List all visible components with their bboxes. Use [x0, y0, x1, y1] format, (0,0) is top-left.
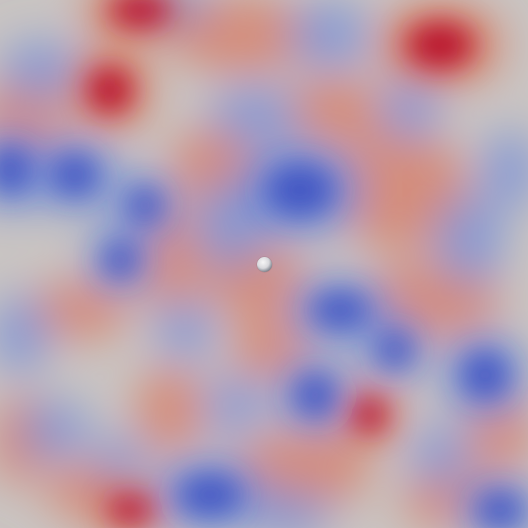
cool-core: [179, 475, 241, 515]
sphere-icon[interactable]: [257, 257, 272, 272]
cool-region: [410, 425, 470, 485]
cool-core: [128, 188, 162, 222]
cool-core: [295, 375, 335, 415]
warm-region: [170, 0, 310, 75]
cool-core: [463, 353, 507, 397]
cool-region: [380, 80, 440, 140]
cool-region: [155, 300, 215, 360]
cool-core: [0, 148, 30, 192]
cool-region: [435, 195, 505, 285]
cool-region: [205, 375, 265, 435]
warm-core: [407, 23, 473, 67]
warm-region: [30, 280, 130, 340]
cool-region: [250, 490, 330, 528]
warm-region: [230, 430, 370, 510]
cool-core: [267, 165, 333, 215]
warm-core: [108, 496, 152, 524]
warm-region: [135, 365, 205, 455]
cool-core: [378, 333, 412, 367]
cool-region: [95, 435, 145, 485]
cool-region: [0, 295, 50, 375]
warm-region: [230, 320, 310, 380]
warm-region: [330, 130, 470, 250]
cool-region: [0, 40, 80, 100]
cool-region: [210, 85, 300, 145]
warm-core: [353, 398, 387, 432]
cool-region: [480, 130, 528, 210]
cool-region: [195, 180, 265, 270]
warm-core: [88, 68, 132, 112]
cool-core: [103, 243, 137, 277]
cool-core: [312, 293, 368, 327]
cool-core: [53, 155, 97, 195]
warm-region: [285, 75, 385, 145]
cool-region: [20, 400, 90, 460]
cool-region: [290, 0, 370, 70]
warm-core: [109, 0, 171, 27]
cool-core: [478, 493, 522, 527]
